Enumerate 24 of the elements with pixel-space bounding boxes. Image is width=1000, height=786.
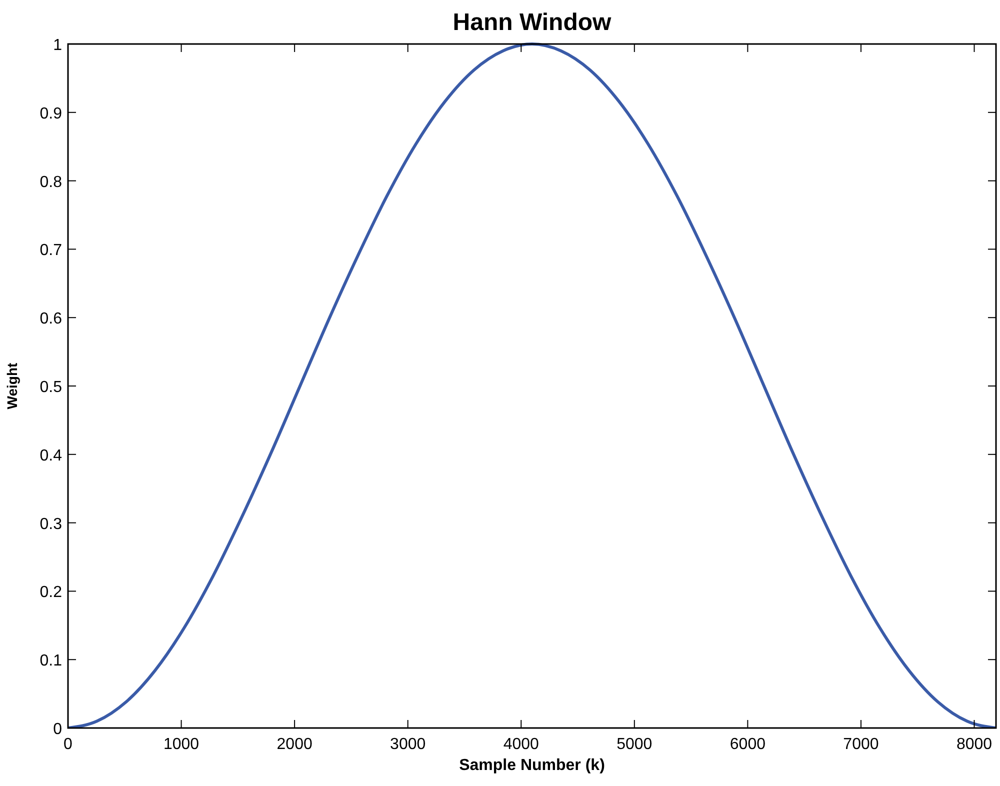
x-tick-label: 1000 — [163, 736, 200, 753]
y-axis-title: Weight — [4, 362, 20, 410]
x-tick-label: 8000 — [956, 736, 992, 753]
x-tick-label: 2000 — [276, 736, 312, 753]
chart-title: Hann Window — [452, 9, 612, 36]
x-tick-label: 6000 — [730, 736, 766, 753]
x-tick-label: 4000 — [503, 736, 540, 753]
y-tick-label: 0.9 — [40, 105, 62, 122]
x-tick-label: 0 — [64, 736, 73, 753]
x-tick-label: 3000 — [390, 736, 426, 753]
y-tick-label: 0 — [53, 721, 62, 738]
line-series — [68, 42, 996, 728]
x-axis-title: Sample Number (k) — [459, 757, 605, 774]
y-tick-label: 0.3 — [40, 516, 62, 533]
y-tick-label: 0.7 — [40, 242, 62, 260]
y-tick-label: 0.5 — [40, 379, 62, 396]
y-tick-label: 0.8 — [40, 174, 62, 191]
x-tick-label: 5000 — [616, 736, 652, 753]
x-tick-label: 7000 — [843, 736, 879, 753]
y-tick-label: 0.6 — [40, 310, 62, 328]
y-tick-label: 0.4 — [40, 447, 62, 464]
y-tick-label: 0.1 — [40, 652, 62, 670]
y-tick-label: 0.2 — [40, 584, 62, 602]
y-tick-label: 1 — [53, 37, 62, 54]
